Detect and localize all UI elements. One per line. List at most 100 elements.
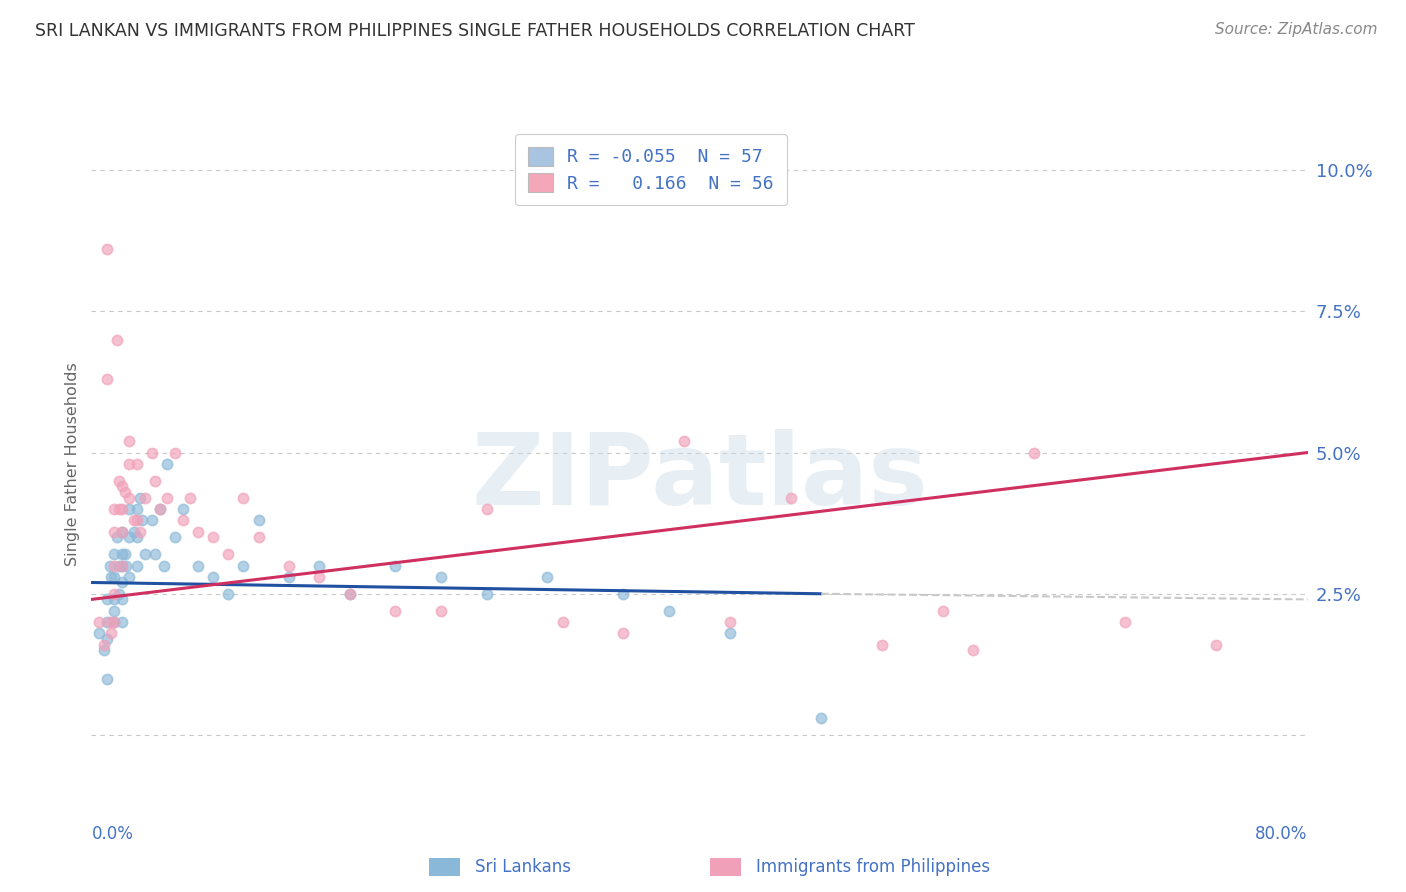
Point [1114, 615, 1136, 629]
Legend: R = -0.055  N = 57, R =   0.166  N = 56: R = -0.055 N = 57, R = 0.166 N = 56 [515, 134, 786, 205]
Point [111, 547, 134, 561]
Point [105, 333, 128, 347]
Point [111, 575, 134, 590]
Point [308, 570, 330, 584]
Point [612, 626, 634, 640]
Point [384, 604, 406, 618]
Point [278, 570, 301, 584]
Point [149, 502, 172, 516]
Point [232, 558, 254, 573]
Point [187, 524, 209, 539]
Point [125, 502, 148, 516]
Point [105, 530, 128, 544]
Point [143, 547, 166, 561]
Point [114, 485, 136, 500]
Point [118, 502, 141, 516]
Point [107, 502, 129, 516]
Point [111, 524, 134, 539]
Point [149, 502, 172, 516]
Point [430, 604, 453, 618]
Point [125, 558, 148, 573]
Point [931, 604, 953, 618]
Point [93, 638, 115, 652]
Point [114, 547, 136, 561]
Point [96, 615, 118, 629]
Point [125, 513, 148, 527]
Point [475, 587, 498, 601]
Point [93, 643, 115, 657]
Text: 80.0%: 80.0% [1256, 825, 1308, 844]
Point [217, 587, 239, 601]
Point [187, 558, 209, 573]
Point [143, 474, 166, 488]
Point [278, 558, 301, 573]
Point [129, 524, 152, 539]
Point [118, 457, 141, 471]
Point [125, 457, 148, 471]
Point [172, 502, 194, 516]
Point [202, 570, 225, 584]
Point [118, 434, 141, 449]
Point [129, 491, 152, 505]
Text: ZIPatlas: ZIPatlas [471, 429, 928, 526]
Point [718, 626, 741, 640]
Point [870, 638, 893, 652]
Point [141, 513, 163, 527]
Point [156, 491, 179, 505]
Point [107, 587, 129, 601]
Point [111, 558, 134, 573]
Point [1205, 638, 1227, 652]
Text: Immigrants from Philippines: Immigrants from Philippines [756, 858, 991, 876]
Point [673, 434, 696, 449]
Point [247, 530, 270, 544]
Point [131, 513, 153, 527]
Point [100, 570, 122, 584]
Point [141, 445, 163, 459]
Point [98, 558, 121, 573]
Text: Source: ZipAtlas.com: Source: ZipAtlas.com [1215, 22, 1378, 37]
Point [308, 558, 330, 573]
Point [103, 524, 125, 539]
Point [100, 626, 122, 640]
Point [98, 615, 121, 629]
Point [384, 558, 406, 573]
Point [962, 643, 984, 657]
Point [115, 558, 138, 573]
Point [103, 615, 125, 629]
Point [107, 474, 129, 488]
Point [103, 570, 125, 584]
Point [122, 524, 145, 539]
Point [339, 587, 361, 601]
Point [118, 491, 141, 505]
Point [475, 502, 498, 516]
Point [96, 372, 118, 386]
Text: SRI LANKAN VS IMMIGRANTS FROM PHILIPPINES SINGLE FATHER HOUSEHOLDS CORRELATION C: SRI LANKAN VS IMMIGRANTS FROM PHILIPPINE… [35, 22, 915, 40]
Point [103, 592, 125, 607]
Point [172, 513, 194, 527]
Point [779, 491, 801, 505]
Point [103, 615, 125, 629]
Point [153, 558, 176, 573]
Point [202, 530, 225, 544]
Point [179, 491, 201, 505]
Point [134, 547, 156, 561]
Point [87, 626, 110, 640]
Point [107, 558, 129, 573]
Point [247, 513, 270, 527]
Point [551, 615, 574, 629]
Point [430, 570, 453, 584]
Point [118, 570, 141, 584]
Point [1022, 445, 1045, 459]
Point [810, 711, 832, 725]
Point [103, 604, 125, 618]
Point [103, 587, 125, 601]
Point [217, 547, 239, 561]
Point [612, 587, 634, 601]
Point [103, 547, 125, 561]
Point [96, 632, 118, 646]
Y-axis label: Single Father Households: Single Father Households [65, 362, 80, 566]
Point [96, 242, 118, 256]
Point [156, 457, 179, 471]
Point [96, 592, 118, 607]
Point [339, 587, 361, 601]
